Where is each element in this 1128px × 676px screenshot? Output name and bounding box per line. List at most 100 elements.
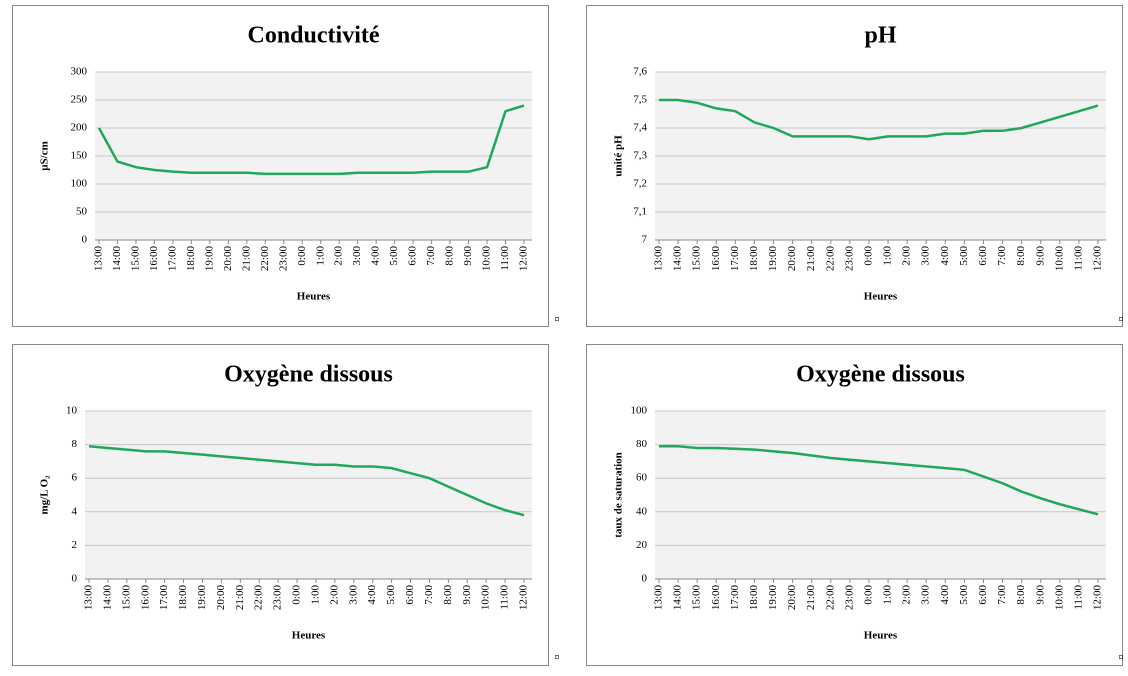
x-tick-label: 21:00 bbox=[240, 246, 252, 272]
x-tick-label: 18:00 bbox=[748, 246, 760, 272]
x-tick-label: 11:00 bbox=[1072, 585, 1084, 610]
x-tick-label: 22:00 bbox=[253, 585, 265, 611]
plot-area bbox=[85, 411, 532, 579]
x-axis-label: Heures bbox=[292, 630, 326, 642]
x-tick-label: 14:00 bbox=[101, 585, 113, 611]
x-tick-label: 13:00 bbox=[653, 246, 665, 272]
x-tick-label: 20:00 bbox=[786, 246, 798, 272]
y-axis-label: taux de saturation bbox=[613, 452, 625, 538]
x-tick-label: 15:00 bbox=[129, 246, 141, 272]
x-tick-label: 2:00 bbox=[901, 585, 913, 605]
x-axis-label: Heures bbox=[297, 291, 331, 303]
x-tick-label: 21:00 bbox=[805, 246, 817, 272]
y-tick-label: 250 bbox=[71, 94, 88, 106]
x-tick-label: 10:00 bbox=[1053, 585, 1065, 611]
x-tick-label: 1:00 bbox=[314, 246, 326, 266]
x-tick-label: 0:00 bbox=[862, 246, 874, 266]
data-line bbox=[659, 98, 1099, 141]
x-tick-label: 4:00 bbox=[366, 585, 378, 605]
x-tick-label: 20:00 bbox=[215, 585, 227, 611]
x-tick-label: 12:00 bbox=[518, 246, 530, 272]
x-tick-label: 23:00 bbox=[843, 585, 855, 611]
x-tick-label: 11:00 bbox=[1072, 246, 1084, 271]
x-tick-label: 19:00 bbox=[196, 585, 208, 611]
chart-panel: Oxygène dissous 0 20 40 60 80 100 13:00 14:00 15:… bbox=[586, 344, 1123, 666]
x-tick-label: 8:00 bbox=[442, 585, 454, 605]
data-line bbox=[88, 445, 525, 517]
x-tick-label: 22:00 bbox=[259, 246, 271, 272]
x-tick-label: 15:00 bbox=[691, 585, 703, 611]
chart-title: Oxygène dissous bbox=[796, 362, 965, 388]
y-tick-label: 7,2 bbox=[633, 178, 647, 190]
x-tick-label: 0:00 bbox=[296, 246, 308, 266]
y-tick-label: 7,3 bbox=[633, 150, 647, 162]
x-tick-label: 14:00 bbox=[111, 246, 123, 272]
x-tick-label: 1:00 bbox=[882, 246, 894, 266]
x-tick-label: 17:00 bbox=[729, 585, 741, 611]
x-tick-label: 3:00 bbox=[920, 246, 932, 266]
x-axis-label: Heures bbox=[864, 630, 898, 642]
y-tick-label: 10 bbox=[66, 405, 78, 417]
x-tick-label: 4:00 bbox=[939, 246, 951, 266]
x-tick-label: 23:00 bbox=[277, 246, 289, 272]
x-tick-label: 9:00 bbox=[461, 585, 473, 605]
x-tick-label: 18:00 bbox=[185, 246, 197, 272]
y-tick-label: 50 bbox=[76, 206, 88, 218]
y-tick-label: 100 bbox=[71, 178, 88, 190]
x-tick-label: 19:00 bbox=[767, 246, 779, 272]
x-tick-label: 16:00 bbox=[139, 585, 151, 611]
y-tick-label: 100 bbox=[631, 405, 648, 417]
x-tick-label: 19:00 bbox=[203, 246, 215, 272]
x-tick-label: 22:00 bbox=[824, 246, 836, 272]
y-tick-label: 20 bbox=[636, 539, 648, 551]
x-tick-label: 2:00 bbox=[328, 585, 340, 605]
x-tick-label: 10:00 bbox=[480, 585, 492, 611]
x-axis-label: Heures bbox=[864, 291, 898, 303]
x-tick-label: 6:00 bbox=[407, 246, 419, 266]
y-tick-label: 300 bbox=[71, 66, 88, 78]
x-tick-label: 1:00 bbox=[882, 585, 894, 605]
x-tick-label: 5:00 bbox=[388, 246, 400, 266]
x-tick-label: 22:00 bbox=[824, 585, 836, 611]
y-tick-label: 60 bbox=[636, 472, 648, 484]
x-tick-label: 11:00 bbox=[499, 585, 511, 610]
x-tick-label: 12:00 bbox=[1092, 246, 1104, 272]
x-tick-label: 15:00 bbox=[120, 585, 132, 611]
x-tick-label: 8:00 bbox=[444, 246, 456, 266]
x-tick-label: 16:00 bbox=[710, 585, 722, 611]
x-tick-label: 3:00 bbox=[920, 585, 932, 605]
y-tick-label: 0 bbox=[642, 573, 648, 585]
y-axis-label: unité pH bbox=[613, 135, 625, 177]
x-tick-label: 5:00 bbox=[385, 585, 397, 605]
chart-panel: Oxygène dissous 0 2 4 6 8 10 13:00 14:00 15:00 16:… bbox=[12, 344, 549, 666]
x-tick-label: 20:00 bbox=[786, 585, 798, 611]
y-tick-label: 6 bbox=[72, 472, 78, 484]
x-tick-label: 13:00 bbox=[93, 246, 105, 272]
x-tick-label: 15:00 bbox=[691, 246, 703, 272]
chart-panel: pH 7 7,1 7,2 7,3 7,4 7,5 7,6 13:00 14:00 15:00 16:0… bbox=[586, 5, 1123, 327]
x-tick-label: 13:00 bbox=[83, 585, 95, 611]
y-tick-label: 0 bbox=[72, 573, 78, 585]
x-tick-label: 8:00 bbox=[1015, 585, 1027, 605]
x-tick-label: 17:00 bbox=[166, 246, 178, 272]
x-tick-label: 0:00 bbox=[291, 585, 303, 605]
x-tick-label: 2:00 bbox=[901, 246, 913, 266]
y-tick-label: 200 bbox=[71, 122, 88, 134]
chart-title: pH bbox=[864, 23, 896, 49]
x-tick-label: 7:00 bbox=[425, 246, 437, 266]
x-tick-label: 21:00 bbox=[234, 585, 246, 611]
x-tick-label: 11:00 bbox=[499, 246, 511, 271]
x-tick-label: 4:00 bbox=[370, 246, 382, 266]
x-tick-label: 12:00 bbox=[1092, 585, 1104, 611]
x-tick-label: 14:00 bbox=[672, 246, 684, 272]
x-tick-label: 4:00 bbox=[939, 585, 951, 605]
paragraph-mark: ¤ bbox=[555, 652, 560, 663]
x-tick-label: 18:00 bbox=[177, 585, 189, 611]
x-tick-label: 13:00 bbox=[653, 585, 665, 611]
y-tick-label: 7,1 bbox=[633, 206, 647, 218]
paragraph-mark: ¤ bbox=[1119, 652, 1124, 663]
x-tick-label: 0:00 bbox=[862, 585, 874, 605]
y-tick-label: 150 bbox=[71, 150, 88, 162]
x-tick-label: 3:00 bbox=[347, 585, 359, 605]
